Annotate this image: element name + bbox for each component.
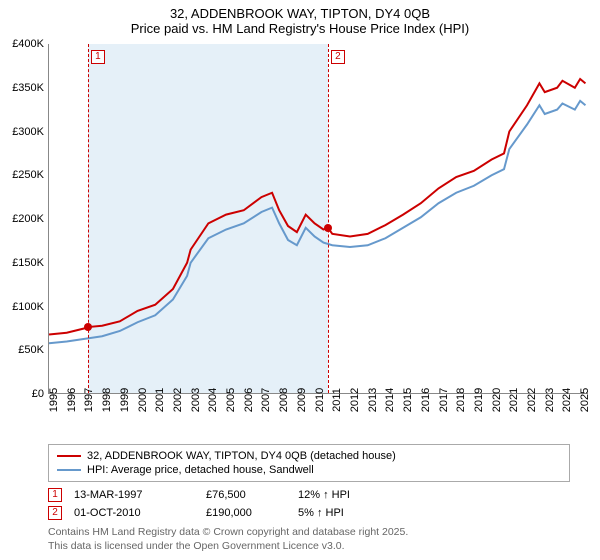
footer-line2: This data is licensed under the Open Gov…	[48, 540, 570, 554]
legend-label: HPI: Average price, detached house, Sand…	[87, 464, 314, 476]
series-property	[49, 79, 585, 335]
title-line2: Price paid vs. HM Land Registry's House …	[0, 21, 600, 36]
y-tick-label: £50K	[0, 344, 44, 356]
sale-marker-1: 1	[48, 488, 62, 502]
x-tick-label: 2013	[367, 388, 379, 412]
legend-item: HPI: Average price, detached house, Sand…	[57, 463, 561, 477]
sale-date: 13-MAR-1997	[74, 489, 194, 501]
sales-row: 1 13-MAR-1997 £76,500 12% ↑ HPI	[48, 486, 570, 504]
x-tick-label: 2006	[243, 388, 255, 412]
x-tick-label: 2019	[473, 388, 485, 412]
x-tick-label: 2025	[579, 388, 591, 412]
sales-table: 1 13-MAR-1997 £76,500 12% ↑ HPI 2 01-OCT…	[48, 486, 570, 522]
y-tick-label: £300K	[0, 126, 44, 138]
chart-title: 32, ADDENBROOK WAY, TIPTON, DY4 0QB Pric…	[0, 0, 600, 40]
x-tick-label: 2016	[420, 388, 432, 412]
x-tick-label: 2020	[491, 388, 503, 412]
x-tick-label: 1996	[66, 388, 78, 412]
sale-vline	[88, 44, 89, 393]
x-tick-label: 2003	[190, 388, 202, 412]
x-tick-label: 2010	[314, 388, 326, 412]
sale-dot-2	[324, 224, 332, 232]
sale-marker-1: 1	[91, 50, 105, 64]
sale-marker-2: 2	[331, 50, 345, 64]
y-tick-label: £250K	[0, 169, 44, 181]
legend-item: 32, ADDENBROOK WAY, TIPTON, DY4 0QB (det…	[57, 449, 561, 463]
x-tick-label: 2011	[331, 388, 343, 412]
x-tick-label: 2014	[384, 388, 396, 412]
sale-marker-2: 2	[48, 506, 62, 520]
y-tick-label: £350K	[0, 82, 44, 94]
y-tick-label: £100K	[0, 301, 44, 313]
x-tick-label: 2008	[278, 388, 290, 412]
legend-swatch-property	[57, 455, 81, 457]
x-tick-label: 2000	[137, 388, 149, 412]
plot-area: 12	[48, 44, 588, 394]
x-tick-label: 1997	[83, 388, 95, 412]
x-tick-label: 2021	[508, 388, 520, 412]
footer-line1: Contains HM Land Registry data © Crown c…	[48, 526, 570, 540]
x-tick-label: 2022	[526, 388, 538, 412]
y-tick-label: £400K	[0, 38, 44, 50]
legend: 32, ADDENBROOK WAY, TIPTON, DY4 0QB (det…	[48, 444, 570, 482]
y-tick-label: £200K	[0, 213, 44, 225]
x-tick-label: 1998	[101, 388, 113, 412]
sale-vline	[328, 44, 329, 393]
legend-swatch-hpi	[57, 469, 81, 471]
sales-row: 2 01-OCT-2010 £190,000 5% ↑ HPI	[48, 504, 570, 522]
x-tick-label: 1995	[48, 388, 60, 412]
sale-price: £76,500	[206, 489, 286, 501]
chart-area: 12 £0£50K£100K£150K£200K£250K£300K£350K£…	[0, 40, 600, 440]
sale-price: £190,000	[206, 507, 286, 519]
x-tick-label: 2024	[561, 388, 573, 412]
x-tick-label: 2012	[349, 388, 361, 412]
attribution: Contains HM Land Registry data © Crown c…	[48, 526, 570, 553]
x-tick-label: 2015	[402, 388, 414, 412]
legend-label: 32, ADDENBROOK WAY, TIPTON, DY4 0QB (det…	[87, 450, 396, 462]
sale-date: 01-OCT-2010	[74, 507, 194, 519]
plot-svg	[49, 44, 589, 394]
x-tick-label: 2017	[438, 388, 450, 412]
sale-dot-1	[84, 323, 92, 331]
title-line1: 32, ADDENBROOK WAY, TIPTON, DY4 0QB	[0, 6, 600, 21]
series-hpi	[49, 101, 585, 343]
x-tick-label: 2001	[154, 388, 166, 412]
x-tick-label: 2005	[225, 388, 237, 412]
x-tick-label: 2018	[455, 388, 467, 412]
y-tick-label: £0	[0, 388, 44, 400]
x-tick-label: 2004	[207, 388, 219, 412]
x-tick-label: 1999	[119, 388, 131, 412]
x-tick-label: 2007	[260, 388, 272, 412]
x-tick-label: 2023	[544, 388, 556, 412]
sale-delta: 5% ↑ HPI	[298, 507, 388, 519]
x-tick-label: 2002	[172, 388, 184, 412]
y-tick-label: £150K	[0, 257, 44, 269]
x-tick-label: 2009	[296, 388, 308, 412]
sale-delta: 12% ↑ HPI	[298, 489, 388, 501]
